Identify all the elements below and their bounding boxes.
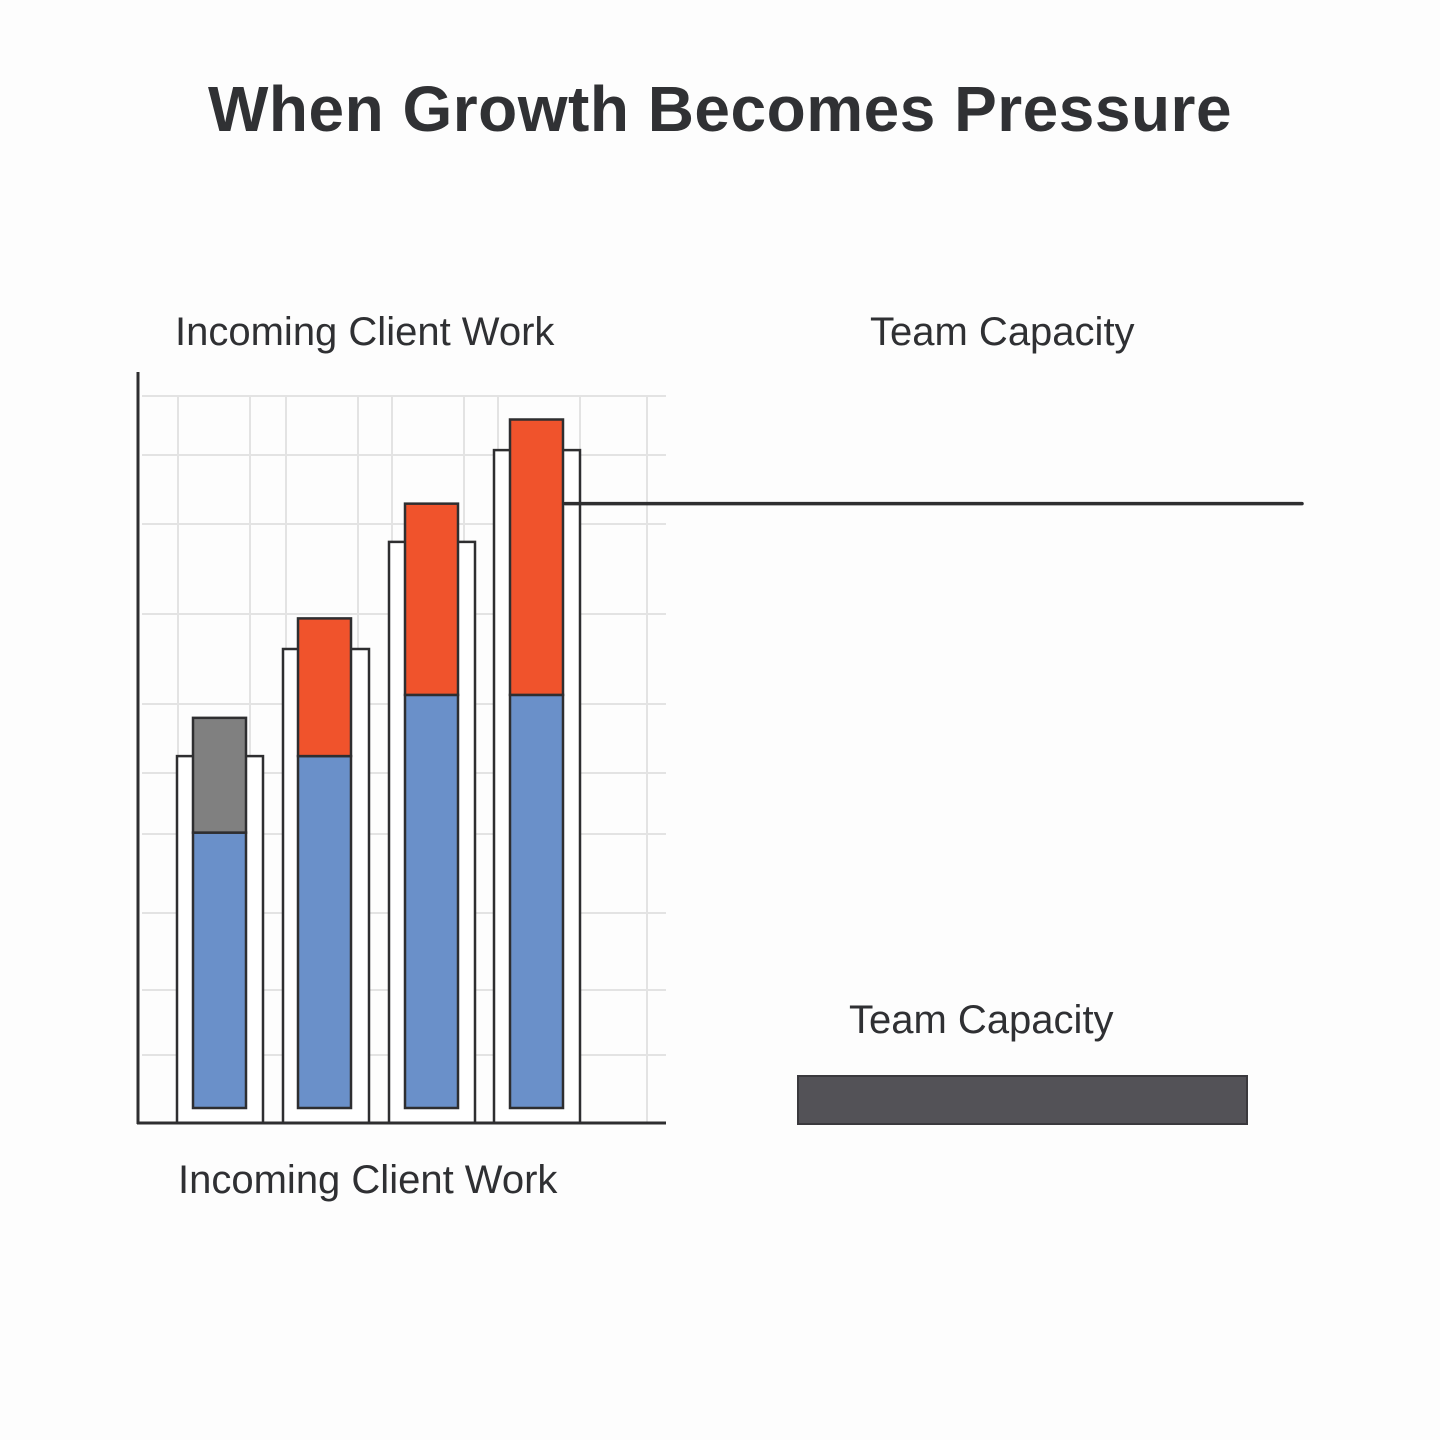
bar-base-4 — [510, 695, 563, 1108]
bar-base-3 — [405, 695, 458, 1108]
bar-base-1 — [193, 833, 246, 1108]
bar-top-4 — [510, 420, 563, 695]
capacity-marks — [565, 504, 1302, 1124]
bar-base-2 — [298, 756, 351, 1108]
bar-top-1 — [193, 718, 246, 833]
bar-top-3 — [405, 504, 458, 695]
team-capacity-bar — [798, 1076, 1247, 1124]
bar-top-2 — [298, 618, 351, 756]
